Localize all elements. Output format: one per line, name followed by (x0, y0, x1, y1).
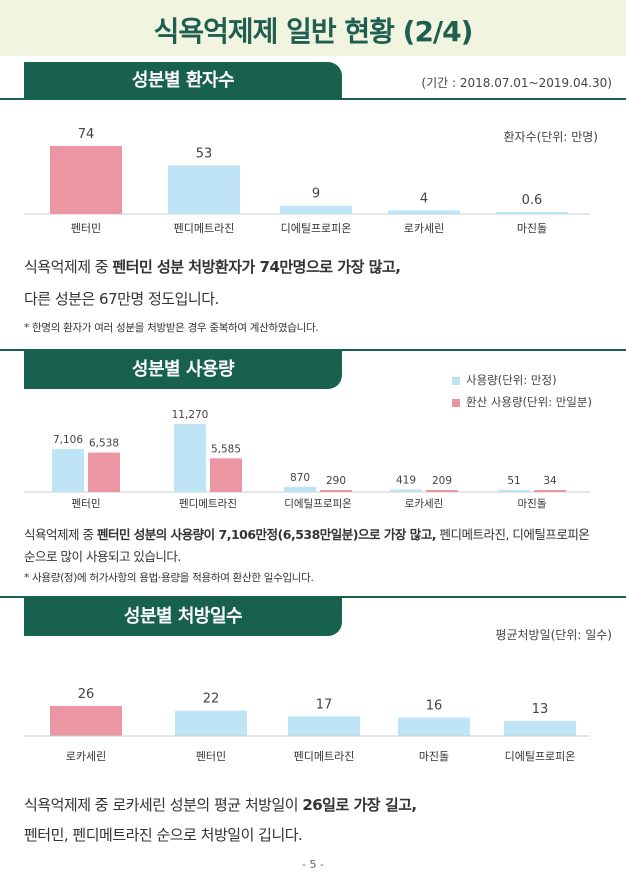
chart3-bar (504, 721, 576, 736)
legend-item-converted: 환산 사용량(단위: 만일분) (452, 394, 592, 410)
section1-text-line1: 식욕억제제 중 펜터민 성분 처방환자가 74만명으로 가장 많고, (24, 258, 401, 276)
chart1-category-label: 펜디메트라진 (174, 222, 235, 235)
chart1-bar (168, 165, 240, 214)
chart1-data-label: 53 (196, 146, 213, 161)
chart3-category-label: 마진돌 (419, 750, 449, 763)
section2-text-line1: 식욕억제제 중 펜터민 성분의 사용량이 7,106만정(6,538만일분)으로… (24, 527, 590, 542)
section-divider (0, 98, 626, 100)
chart-patients: 74 펜터민 53 펜디메트라진 9 디에틸프로피온 4 로카세린 0.6 마진돌 (24, 127, 590, 235)
chart2-data-label: 5,585 (211, 443, 241, 455)
chart3-data-label: 13 (532, 702, 549, 717)
chart2-data-label: 7,106 (53, 434, 83, 446)
chart2-category-label: 로카세린 (405, 498, 444, 510)
chart3-data-label: 17 (316, 697, 333, 712)
section-heading-usage: 성분별 사용량 (24, 351, 342, 389)
chart1-bar (496, 212, 568, 214)
title-band (0, 0, 626, 56)
section2-text-line2: 순으로 많이 사용되고 있습니다. (24, 549, 181, 564)
chart2-data-label: 6,538 (89, 438, 119, 450)
chart3-bar (398, 717, 470, 736)
chart2-data-label: 51 (507, 475, 520, 487)
chart1-category-label: 로카세린 (404, 222, 444, 235)
chart2-data-label: 290 (326, 475, 346, 487)
chart3-category-label: 디에틸프로피온 (505, 750, 576, 763)
chart3-unit-label: 평균처방일(단위: 일수) (495, 628, 612, 642)
chart1-unit-label: 환자수(단위: 만명) (503, 130, 598, 144)
chart1-category-label: 디에틸프로피온 (281, 222, 352, 235)
section-heading-patients: 성분별 환자수 (24, 62, 342, 100)
chart2-bar (390, 489, 422, 492)
chart3-data-label: 26 (78, 687, 95, 702)
page-title: 식욕억제제 일반 현황 (2/4) (153, 15, 474, 48)
section3-text-line2: 펜터민, 펜디메트라진 순으로 처방일이 깁니다. (24, 826, 303, 844)
chart2-bar (426, 490, 458, 492)
legend-swatch (452, 376, 460, 385)
chart2-data-label: 34 (543, 475, 557, 487)
chart3-bar (50, 706, 122, 736)
chart2-bar (284, 486, 316, 492)
section-heading-days: 성분별 처방일수 (24, 598, 342, 636)
section-divider (0, 596, 626, 598)
section3-text-line1: 식욕억제제 중 로카세린 성분의 평균 처방일이 26일로 가장 길고, (24, 796, 417, 814)
page-number: - 5 - (302, 858, 324, 871)
chart2-bar (52, 449, 84, 492)
section1-note: * 한명의 환자가 여러 성분을 처방받은 경우 중복하여 계산하였습니다. (24, 322, 319, 334)
chart1-data-label: 9 (312, 187, 320, 202)
chart2-bar (174, 424, 206, 492)
chart2-category-label: 마진돌 (518, 498, 547, 510)
chart2-bar (498, 490, 530, 492)
section2-note: * 사용량(정)에 허가사항의 용법·용량을 적용하여 환산한 일수입니다. (24, 572, 314, 584)
chart2-bar (320, 490, 352, 492)
chart3-category-label: 로카세린 (66, 750, 106, 763)
chart-prescription-days: 26 로카세린 22 펜터민 17 펜디메트라진 16 마진돌 13 디에틸프로피온 (24, 687, 590, 763)
chart2-bar (210, 458, 242, 492)
chart-usage: 7,106 6,538 펜터민 11,270 5,585 펜디메트라진 870 290 디에틸프… (24, 409, 590, 510)
chart2-category-label: 펜터민 (72, 498, 101, 510)
chart3-data-label: 22 (203, 692, 220, 707)
section1-text-line2: 다른 성분은 67만명 정도입니다. (24, 290, 219, 308)
chart1-category-label: 펜터민 (71, 222, 101, 235)
chart2-category-label: 펜디메트라진 (179, 498, 237, 510)
chart1-data-label: 0.6 (522, 193, 543, 208)
legend-swatch (452, 398, 460, 407)
chart2-data-label: 209 (432, 475, 452, 487)
chart2-bar (534, 490, 566, 492)
chart1-bar (50, 146, 122, 214)
chart3-category-label: 펜디메트라진 (294, 750, 355, 763)
legend-label: 사용량(단위: 만정) (466, 373, 557, 387)
period-label: (기간 : 2018.07.01~2019.04.30) (421, 76, 612, 90)
chart2-data-label: 11,270 (172, 409, 209, 421)
chart2-data-label: 870 (290, 472, 310, 484)
chart1-data-label: 74 (78, 127, 95, 142)
legend-label: 환산 사용량(단위: 만일분) (466, 395, 592, 409)
chart3-bar (288, 716, 360, 736)
chart1-data-label: 4 (420, 191, 428, 206)
chart2-data-label: 419 (396, 474, 416, 486)
chart1-bar (388, 210, 460, 214)
chart2-category-label: 디에틸프로피온 (284, 497, 352, 510)
chart3-bar (175, 710, 247, 736)
chart2-bar (88, 452, 120, 492)
legend-item-usage: 사용량(단위: 만정) (452, 372, 557, 388)
chart1-category-label: 마진돌 (517, 222, 547, 235)
chart3-category-label: 펜터민 (196, 750, 226, 763)
chart3-data-label: 16 (426, 699, 443, 714)
chart1-bar (280, 205, 352, 214)
section-divider (0, 349, 626, 351)
